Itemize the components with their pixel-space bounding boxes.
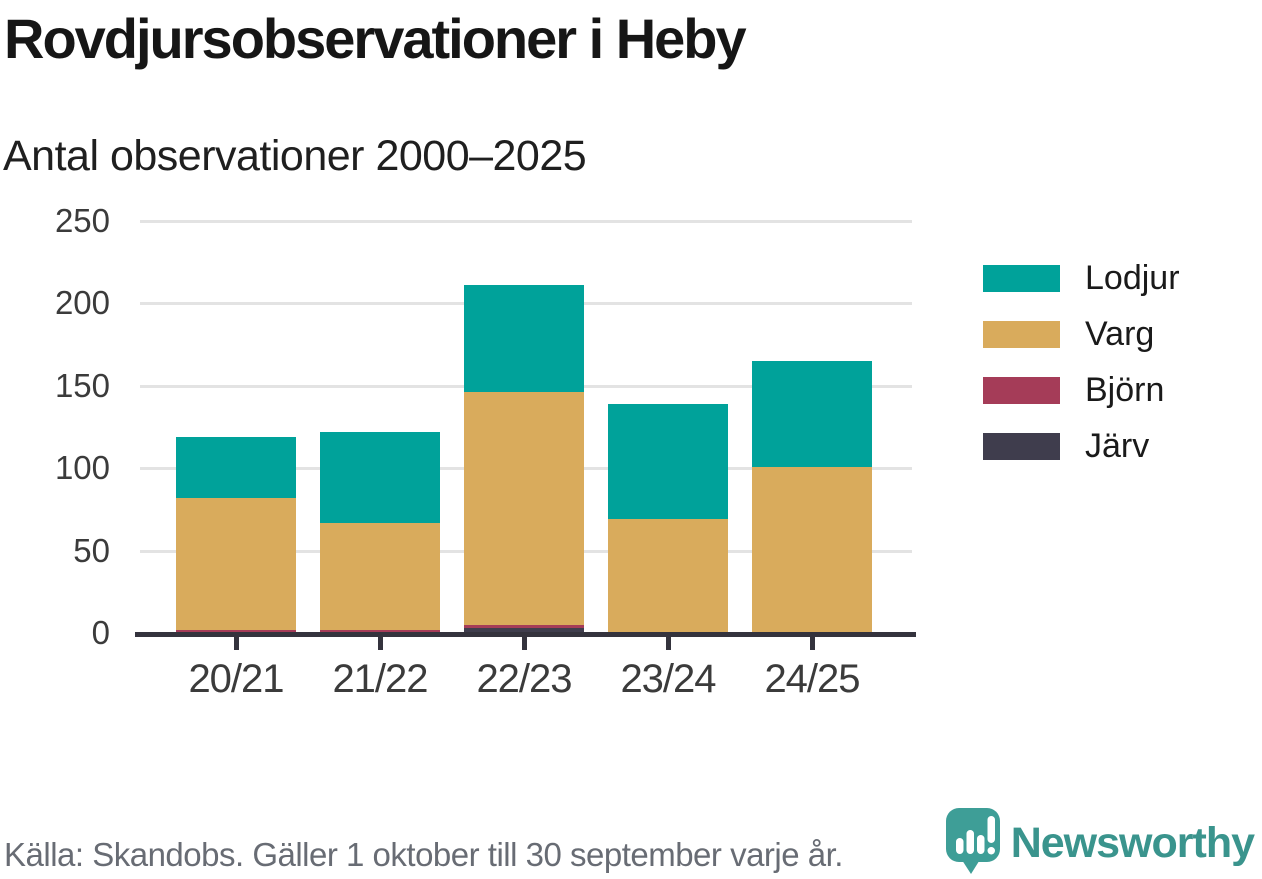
legend-item-varg: Varg xyxy=(983,315,1243,353)
plot-area: 20/21 21/22 22/23 23/24 24/25 xyxy=(135,220,916,701)
x-tick-label-24-25: 24/25 xyxy=(764,657,860,701)
legend-swatch-varg xyxy=(983,321,1060,348)
legend-swatch-järv xyxy=(983,433,1060,460)
legend-label-björn: Björn xyxy=(1085,371,1165,409)
bar-segment-21-22-lodjur xyxy=(320,431,440,523)
bar-segment-20-21-varg xyxy=(176,497,296,630)
legend-swatch-lodjur xyxy=(983,265,1060,292)
x-tick-22-23 xyxy=(521,637,527,650)
x-tick-label-22-23: 22/23 xyxy=(476,657,572,701)
legend-item-björn: Björn xyxy=(983,371,1243,409)
legend-swatch-björn xyxy=(983,377,1060,404)
bar-segment-23-24-varg xyxy=(608,519,728,633)
x-tick-24-25 xyxy=(809,637,815,650)
x-tick-label-23-24: 23/24 xyxy=(620,657,716,701)
bar-segment-21-22-varg xyxy=(320,522,440,630)
chart-subtitle: Antal observationer 2000–2025 xyxy=(3,132,587,180)
y-tick-label-200: 200 xyxy=(54,284,110,322)
x-tick-21-22 xyxy=(377,637,383,650)
bar-segment-22-23-järv xyxy=(464,628,584,633)
gridline-250 xyxy=(140,220,912,223)
legend-label-järv: Järv xyxy=(1085,427,1150,465)
bar-segment-22-23-lodjur xyxy=(464,285,584,393)
bar-segment-24-25-lodjur xyxy=(752,361,872,467)
x-tick-label-21-22: 21/22 xyxy=(332,657,428,701)
y-tick-label-0: 0 xyxy=(91,614,110,651)
bar-segment-22-23-varg xyxy=(464,392,584,625)
y-tick-label-100: 100 xyxy=(54,449,110,487)
legend-item-järv: Järv xyxy=(983,427,1243,465)
x-tick-20-21 xyxy=(233,637,239,650)
legend-label-varg: Varg xyxy=(1085,315,1155,353)
bar-segment-23-24-lodjur xyxy=(608,403,728,520)
x-tick-23-24 xyxy=(665,637,671,650)
newsworthy-logo-icon xyxy=(945,808,1000,874)
y-tick-label-50: 50 xyxy=(73,531,110,569)
bar-segment-21-22-björn xyxy=(320,629,440,633)
x-tick-label-20-21: 20/21 xyxy=(188,657,284,701)
newsworthy-logo: Newsworthy xyxy=(945,806,1255,876)
bar-segment-20-21-lodjur xyxy=(176,436,296,498)
source-note: Källa: Skandobs. Gäller 1 oktober till 3… xyxy=(4,836,843,873)
y-tick-label-250: 250 xyxy=(54,202,110,239)
newsworthy-logo-text: Newsworthy xyxy=(1010,818,1255,867)
bar-segment-22-23-björn xyxy=(464,624,584,629)
y-axis-labels: 0 50 100 150 200 250 xyxy=(0,202,110,651)
y-tick-label-150: 150 xyxy=(54,366,110,404)
legend-label-lodjur: Lodjur xyxy=(1085,259,1180,297)
bar-segment-24-25-varg xyxy=(752,466,872,633)
bar-segment-20-21-björn xyxy=(176,629,296,633)
legend-item-lodjur: Lodjur xyxy=(983,259,1243,297)
chart-title: Rovdjursobservationer i Heby xyxy=(4,7,747,70)
x-axis-line xyxy=(135,632,916,637)
